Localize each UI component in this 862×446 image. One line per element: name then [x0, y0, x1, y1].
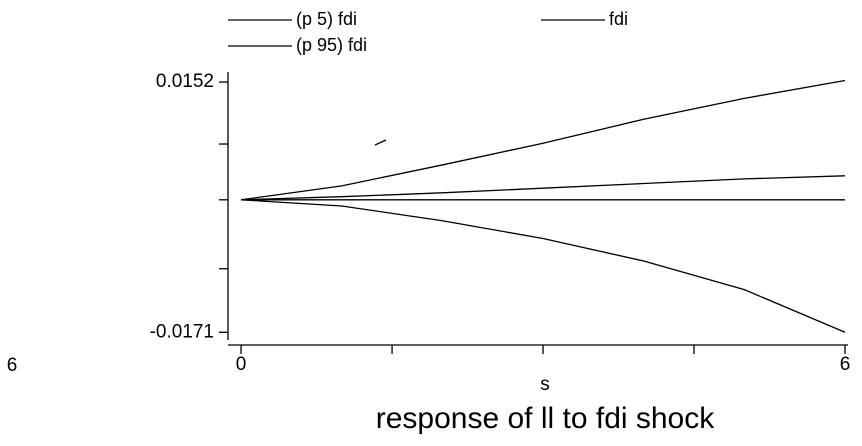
y-tick-label: 0.0152	[156, 71, 214, 92]
y-tick-label: -0.0171	[150, 321, 214, 342]
x-axis-title: s	[540, 374, 550, 395]
legend-label: (p 95) fdi	[296, 35, 367, 55]
x-tick-label: 0	[236, 354, 247, 375]
legend-label: (p 5) fdi	[296, 9, 357, 29]
legend-label: fdi	[609, 9, 628, 29]
x-tick-label: 6	[840, 354, 851, 375]
series-line	[241, 199, 846, 333]
series-line	[241, 175, 846, 201]
annotation: 6	[7, 355, 18, 376]
series-line	[240, 79, 846, 201]
chart-title: response of ll to fdi shock	[376, 402, 716, 435]
stray-mark	[374, 139, 387, 146]
